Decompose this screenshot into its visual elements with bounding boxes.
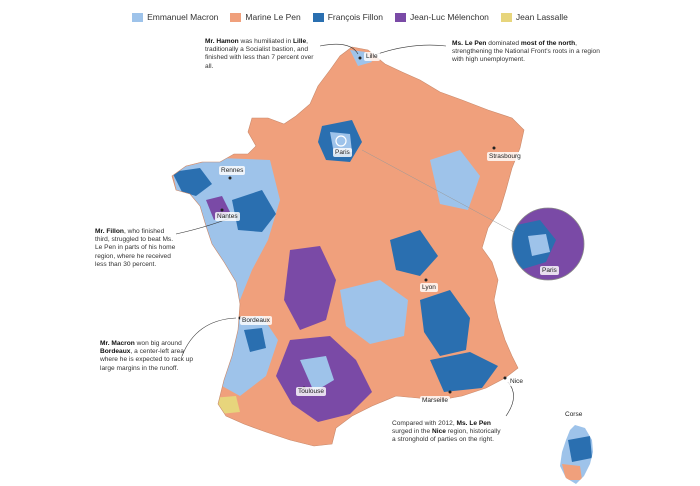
corsica-fillon	[568, 436, 592, 462]
annotation-lepen-nice-text1: surged in the	[392, 428, 432, 436]
annotation-hamon-text1: was humiliated in	[238, 38, 293, 45]
annotation-fillon-text1: , who finished third, struggled to beat …	[95, 228, 176, 268]
annotation-hamon: Mr. Hamon was humiliated in Lille, tradi…	[205, 38, 323, 71]
city-label-nantes: Nantes	[215, 212, 240, 221]
corsica-territory	[560, 425, 593, 484]
legend-label-melenchon: Jean-Luc Mélenchon	[410, 12, 489, 22]
legend-item-macron: Emmanuel Macron	[132, 12, 218, 22]
region-fillon-bordeaux	[244, 328, 266, 352]
city-label-paris: Paris	[333, 148, 352, 157]
legend: Emmanuel Macron Marine Le Pen François F…	[0, 8, 700, 26]
legend-item-lassalle: Jean Lassalle	[500, 12, 568, 22]
callout-line-macron	[181, 317, 237, 357]
legend-item-melenchon: Jean-Luc Mélenchon	[395, 12, 489, 22]
legend-label-fillon: François Fillon	[327, 12, 383, 22]
region-melenchon-center	[284, 246, 336, 330]
marseille-marker	[448, 390, 452, 394]
region-fillon-provence	[430, 352, 498, 392]
city-label-corse: Corse	[563, 410, 585, 419]
france-outline	[171, 46, 525, 447]
paris-inset-border	[511, 207, 585, 281]
region-macron-east	[430, 150, 480, 210]
legend-item-fillon: François Fillon	[312, 12, 383, 22]
paris-marker	[335, 135, 347, 147]
region-fillon-alps	[420, 290, 470, 356]
city-label-lille: Lille	[364, 52, 380, 61]
region-fillon-burgundy	[390, 230, 438, 276]
annotation-macron: Mr. Macron won big around Bordeaux, a ce…	[100, 340, 198, 373]
annotation-lepen-nice-text0: Compared with 2012,	[392, 420, 457, 427]
callout-line-hamon	[319, 43, 359, 55]
region-macron-massif	[340, 280, 408, 344]
region-macron-toulouse	[300, 356, 334, 392]
city-label-rennes: Rennes	[219, 166, 246, 175]
annotation-lepen-nice: Compared with 2012, Ms. Le Pen surged in…	[392, 420, 504, 445]
legend-label-lepen: Marine Le Pen	[245, 12, 301, 22]
annotation-lepen-north-text1: dominated	[486, 40, 521, 47]
annotation-macron-bold2: Bordeaux	[100, 348, 131, 356]
annotation-fillon: Mr. Fillon, who finished third, struggle…	[95, 228, 177, 269]
inset-macron	[528, 234, 550, 256]
region-lassalle-pyrenees	[212, 396, 240, 414]
annotation-lepen-north: Ms. Le Pen dominated most of the north, …	[452, 40, 600, 65]
city-label-toulouse: Toulouse	[296, 387, 327, 396]
inset-connector	[361, 149, 515, 233]
lille-marker	[358, 56, 362, 60]
legend-label-macron: Emmanuel Macron	[147, 12, 219, 22]
legend-label-lassalle: Jean Lassalle	[515, 12, 568, 22]
annotation-macron-bold1: Mr. Macron	[100, 340, 135, 347]
legend-swatch-lassalle	[500, 12, 512, 22]
annotation-lepen-north-bold1: Ms. Le Pen	[452, 40, 487, 47]
legend-swatch-melenchon	[395, 12, 406, 22]
strasbourg-marker	[492, 146, 496, 150]
rennes-marker	[228, 176, 232, 180]
annotation-fillon-bold1: Mr. Fillon	[95, 228, 124, 235]
callout-line-lepen-nice	[505, 381, 514, 417]
city-label-bordeaux: Bordeaux	[240, 316, 272, 325]
annotation-hamon-bold2: Lille	[292, 38, 307, 45]
legend-swatch-fillon	[312, 12, 324, 22]
region-fillon-sarthe	[232, 190, 276, 232]
city-label-lyon: Lyon	[420, 283, 438, 292]
nice-marker	[503, 376, 507, 380]
city-label-strasbourg: Strasbourg	[487, 152, 523, 161]
corsica-lepen	[562, 464, 582, 480]
legend-swatch-macron	[132, 12, 144, 22]
annotation-lepen-nice-bold1: Ms. Le Pen	[456, 420, 491, 427]
nantes-marker	[220, 208, 224, 212]
annotation-macron-text2: , a center-left area where he is expecte…	[100, 348, 194, 372]
lyon-marker	[424, 278, 428, 282]
callout-line-lepen-north	[371, 44, 447, 57]
annotation-hamon-bold1: Mr. Hamon	[205, 38, 239, 45]
city-label-paris-inset: Paris	[540, 266, 559, 275]
annotation-hamon-text2: , traditionally a Socialist bastion, and…	[205, 38, 314, 70]
annotation-lepen-nice-bold2: Nice	[431, 428, 446, 436]
france-territory	[172, 47, 524, 446]
annotation-lepen-north-bold2: most of the north	[520, 40, 576, 47]
annotation-macron-text1: won big around	[134, 340, 182, 347]
annotation-lepen-north-text2: , strengthening the National Front's roo…	[452, 40, 600, 64]
annotation-lepen-nice-text2: region, historically a stronghold of par…	[392, 428, 501, 444]
city-label-marseille: Marseille	[420, 396, 451, 405]
city-label-nice: Nice	[508, 377, 526, 386]
legend-item-lepen: Marine Le Pen	[230, 12, 301, 22]
legend-swatch-lepen	[230, 12, 242, 22]
region-fillon-brittany	[172, 168, 212, 196]
